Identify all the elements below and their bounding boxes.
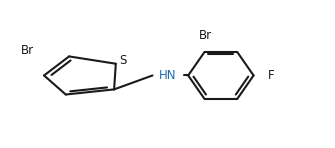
Text: S: S	[119, 54, 126, 67]
Text: Br: Br	[21, 44, 34, 57]
Text: Br: Br	[199, 29, 212, 42]
Text: HN: HN	[159, 69, 176, 82]
Text: F: F	[268, 69, 274, 82]
